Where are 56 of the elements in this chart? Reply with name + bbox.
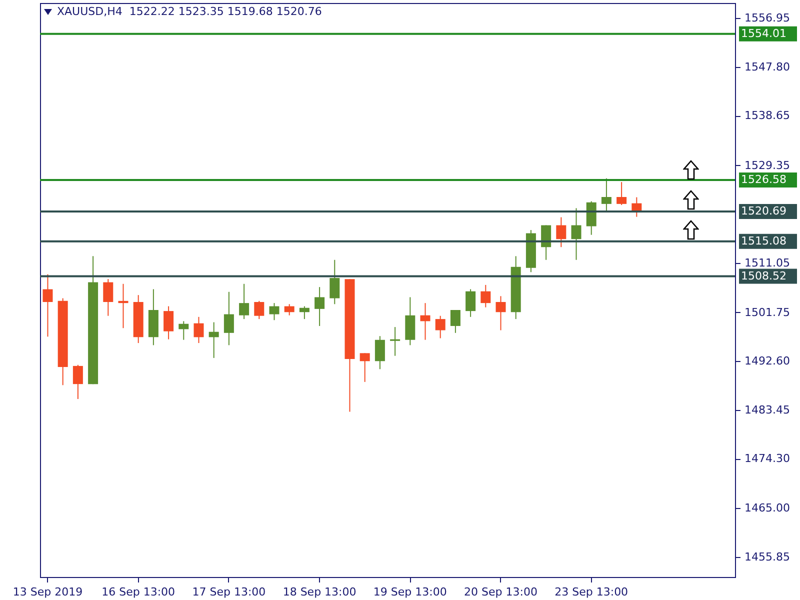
candlestick [571,208,582,260]
candlestick [374,336,385,370]
candlestick [164,306,174,340]
candlestick [450,309,460,334]
x-tick-label: 19 Sep 13:00 [373,586,447,598]
y-tick-label: 1529.35 [744,158,790,172]
y-tick-label: 1547.80 [744,60,790,74]
candlestick [239,283,250,320]
candlestick [330,259,340,305]
candlestick [616,182,627,206]
chart-title: XAUUSD,H4 1522.22 1523.35 1519.68 1520.76 [57,5,322,18]
candlestick [480,284,491,308]
candlestick [178,320,189,340]
ref-line-label: 1554.01 [741,26,786,40]
candlestick [224,291,234,346]
y-tick-label: 1465.00 [744,502,790,515]
x-tick-label: 17 Sep 13:00 [192,586,266,598]
y-tick-label: 1538.65 [744,109,790,122]
candlestick [586,200,596,236]
candlestick [360,352,370,382]
candlestick [299,306,310,320]
ref-line-label: 1508.52 [741,269,786,282]
y-tick-label: 1511.05 [744,256,790,270]
candlestick [103,278,114,316]
ref-line-label: 1526.58 [741,173,786,186]
candlestick [556,216,566,248]
candlestick [390,326,400,356]
ref-line-label: 1520.69 [741,204,786,218]
candlestick [254,300,264,320]
y-tick-label: 1501.75 [744,306,790,319]
ref-line-label: 1515.08 [741,234,786,248]
candlestick [420,302,430,340]
candlestick [435,315,446,339]
candlestick [466,288,476,318]
candlestick [42,274,53,338]
x-tick-label: 16 Sep 13:00 [102,586,176,598]
candlestick [541,224,552,260]
candlestick [208,322,219,358]
candlestick [632,196,642,218]
candlestick [72,364,83,400]
x-tick-label: 23 Sep 13:00 [554,586,628,598]
candlestick [314,286,325,326]
y-tick-label: 1455.85 [744,550,790,564]
candlestick [601,178,612,212]
x-tick-label: 20 Sep 13:00 [464,586,538,598]
candlestick [118,283,128,329]
x-tick-label: 13 Sep 2019 [12,586,83,598]
candlestick [269,302,280,321]
y-tick-label: 1483.45 [744,403,790,416]
y-tick-label: 1556.95 [744,12,790,25]
y-tick-label: 1492.60 [744,354,790,368]
candlestick [194,316,204,344]
candlestick [496,296,506,331]
y-tick-label: 1474.30 [744,452,790,466]
x-tick-label: 18 Sep 13:00 [282,586,356,598]
candlestick [284,304,294,316]
